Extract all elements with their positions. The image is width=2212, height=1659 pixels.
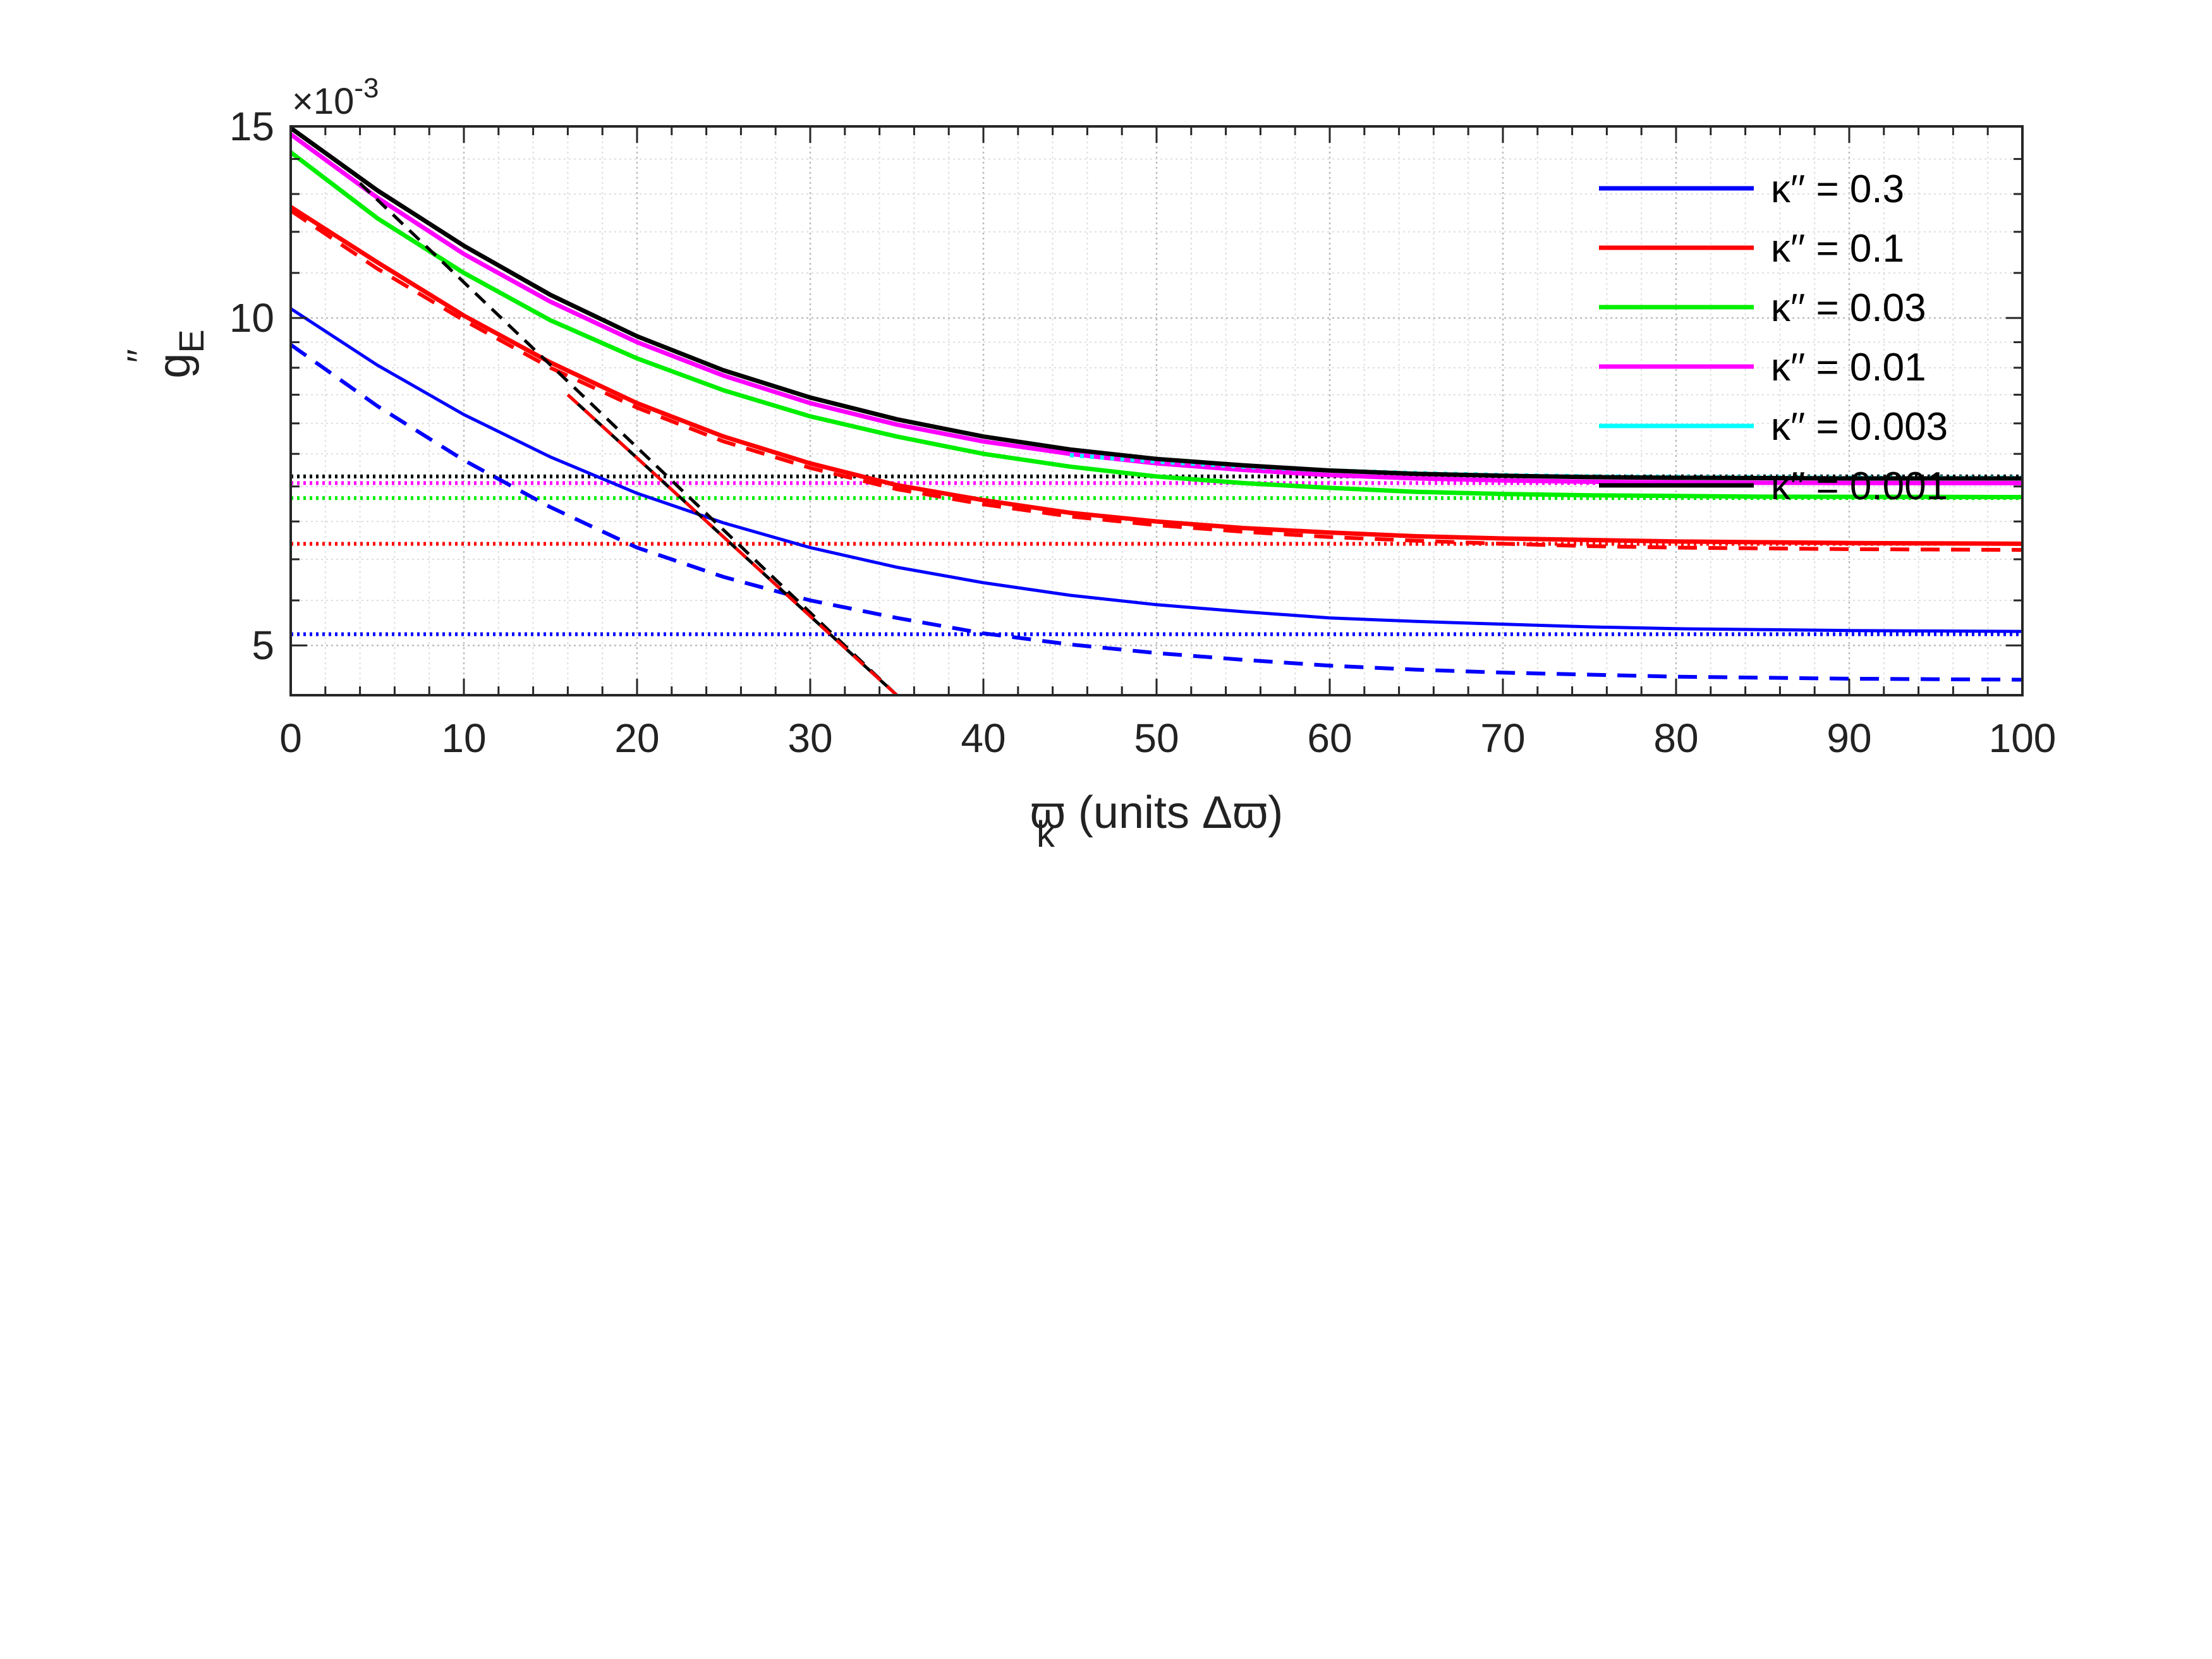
y-tick-label: 15: [229, 104, 274, 149]
y-axis-exponent: ×10-3: [292, 73, 379, 122]
x-tick-label: 80: [1653, 715, 1698, 761]
series-line-0: [291, 307, 2022, 633]
x-axis-title-subscript: k: [1036, 814, 1055, 855]
legend-entry-0: κ′′ = 0.3: [1599, 167, 1904, 211]
x-tick-label: 50: [1134, 715, 1179, 761]
legend-label: κ′′ = 0.1: [1771, 227, 1904, 270]
series-line-5: [291, 126, 2022, 481]
x-tick-label: 10: [441, 715, 486, 761]
x-tick-label: 100: [1989, 715, 2057, 761]
legend-entry-3: κ′′ = 0.01: [1599, 346, 1926, 389]
legend-entry-5: κ′′ = 0.001: [1599, 465, 1948, 508]
y-axis-title-prime: ′′: [120, 349, 161, 363]
x-axis-title-main: ϖ (units Δϖ): [1030, 787, 1284, 838]
legend-entry-1: κ′′ = 0.1: [1599, 227, 1904, 270]
plot-area: [291, 126, 2022, 695]
series-dashed-0: [291, 343, 2022, 682]
legend-label: κ′′ = 0.003: [1771, 405, 1948, 449]
y-axis-title-main: g: [149, 353, 200, 379]
reference-line-2: [566, 393, 898, 695]
x-tick-label: 0: [279, 715, 302, 761]
axis-ticks: 0 10 20 30 40 50 60 70 80 90 100 5 10 15: [229, 104, 2057, 761]
reference-line-0: [358, 182, 898, 695]
y-axis-title: gE ′′: [120, 329, 211, 378]
y-tick-label: 5: [252, 623, 274, 668]
series-dashed-1: [291, 209, 2022, 552]
series-line-1: [291, 205, 2022, 546]
x-tick-label: 20: [614, 715, 659, 761]
y-tick-label: 10: [229, 295, 274, 341]
legend-label: κ′′ = 0.3: [1771, 167, 1904, 211]
x-tick-label: 30: [787, 715, 832, 761]
x-tick-label: 60: [1307, 715, 1352, 761]
legend-label: κ′′ = 0.01: [1771, 346, 1926, 389]
svg-text:gE: gE: [149, 329, 211, 378]
grid: [289, 125, 2024, 695]
legend-label: κ′′ = 0.001: [1771, 465, 1948, 508]
legend-label: κ′′ = 0.03: [1771, 286, 1926, 330]
series-line-3: [291, 132, 2022, 485]
legend: κ′′ = 0.3 κ′′ = 0.1 κ′′ = 0.03 κ′′ = 0.01 κ′…: [1599, 167, 1948, 508]
x-tick-label: 70: [1480, 715, 1525, 761]
x-axis-title: ϖ (units Δϖ): [1030, 787, 1284, 838]
y-axis-title-subscript: E: [171, 329, 211, 353]
legend-entry-4: κ′′ = 0.003: [1599, 405, 1948, 449]
x-tick-label: 40: [961, 715, 1006, 761]
series-line-2: [291, 150, 2022, 499]
x-tick-label: 90: [1826, 715, 1871, 761]
legend-entry-2: κ′′ = 0.03: [1599, 286, 1926, 330]
